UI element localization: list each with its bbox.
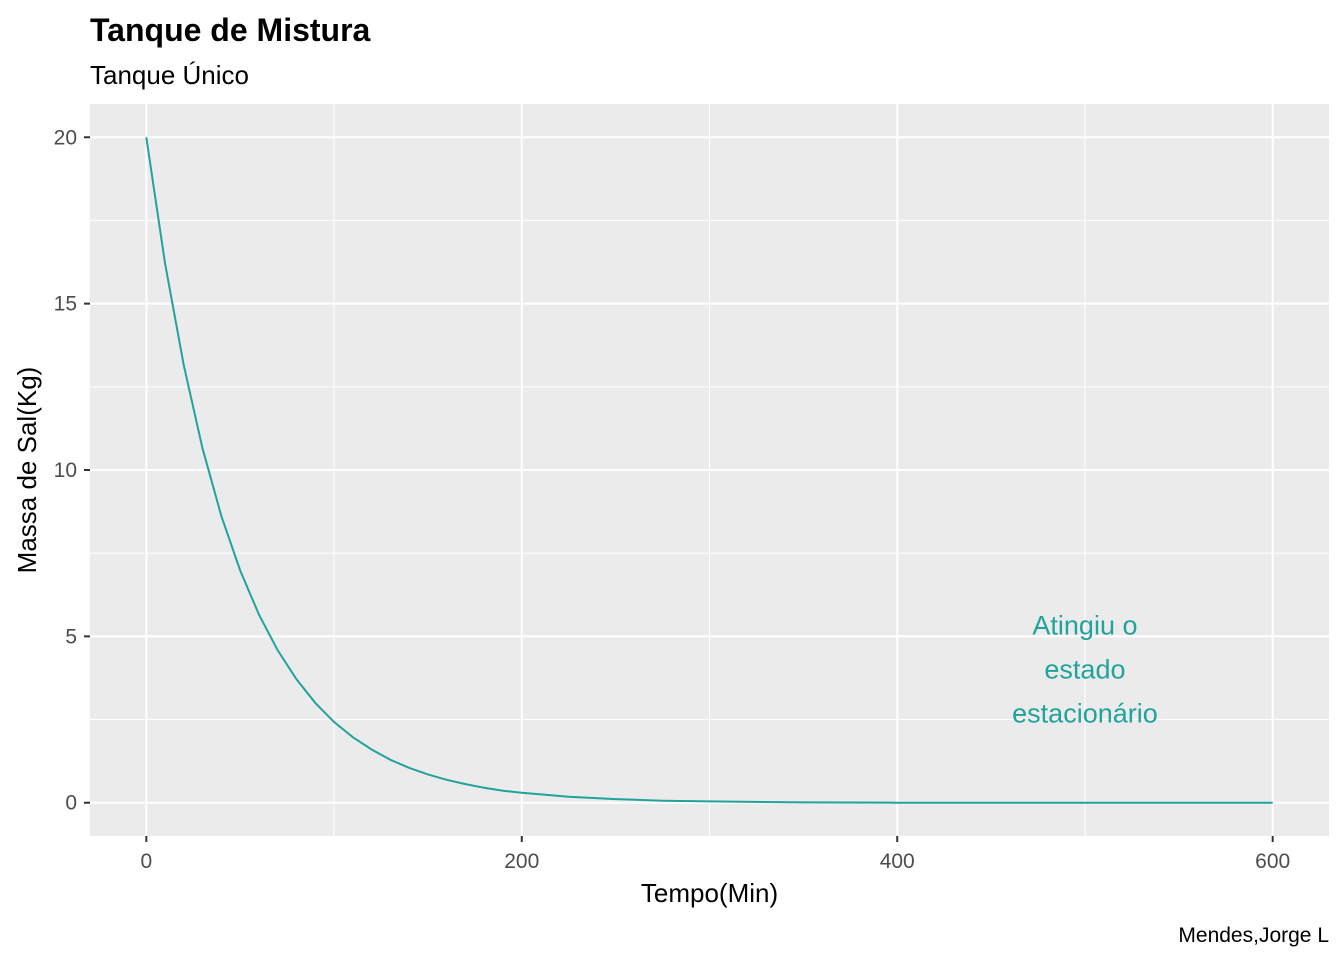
y-tick-label: 15 (54, 293, 77, 316)
series-line (145, 137, 1273, 804)
chart-subtitle: Tanque Único (90, 60, 249, 90)
y-tick-label: 5 (65, 625, 77, 648)
y-tick-label: 10 (54, 459, 77, 482)
x-tick-label: 200 (504, 850, 539, 873)
x-tick-label: 400 (880, 850, 915, 873)
x-tick-labels: 0 200 400 600 (140, 850, 1290, 873)
x-tick-label: 0 (140, 850, 152, 873)
annotation-text-line: Atingiu o (1032, 611, 1137, 641)
y-tick-label: 20 (54, 126, 77, 149)
y-tick-labels: 0 5 10 15 20 (54, 126, 77, 814)
annotation-layer: Atingiu o estado estacionário (1012, 611, 1158, 729)
chart-title: Tanque de Mistura (90, 12, 371, 48)
y-axis-title: Massa de Sal(Kg) (12, 367, 42, 574)
x-axis-title: Tempo(Min) (641, 878, 778, 908)
annotation-text-line: estado (1044, 655, 1125, 685)
series-layer (145, 137, 1273, 804)
annotation-text-line: estacionário (1012, 699, 1158, 729)
axis-ticks (84, 136, 1274, 842)
x-tick-label: 600 (1255, 850, 1290, 873)
chart-caption: Mendes,Jorge L (1178, 924, 1329, 947)
y-tick-label: 0 (65, 792, 77, 815)
major-gridlines (90, 104, 1329, 836)
